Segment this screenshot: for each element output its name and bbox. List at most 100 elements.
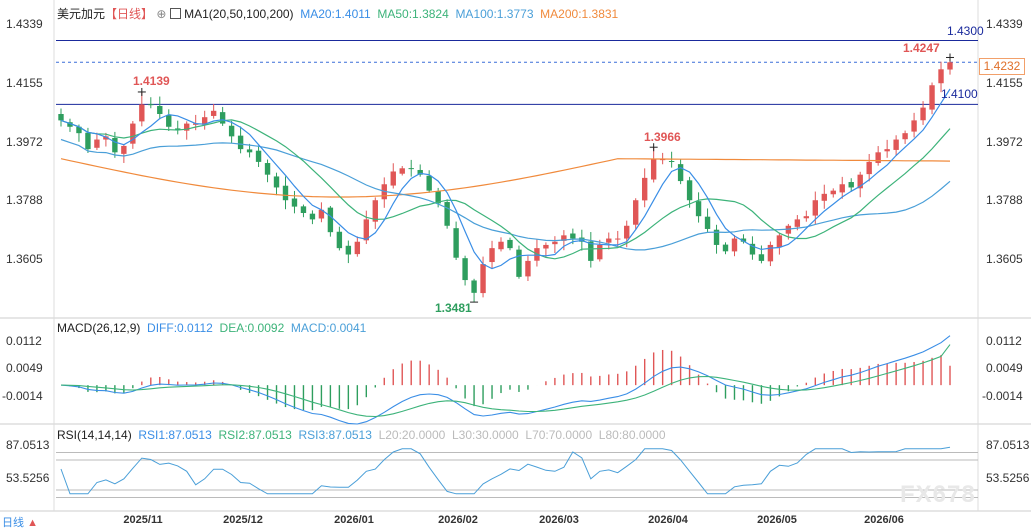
candle-body — [372, 200, 378, 222]
recent-high-label: 1.4247 — [903, 41, 940, 55]
price-axis-left-2: 1.3972 — [6, 135, 43, 149]
candle-body — [480, 264, 486, 294]
candle-body — [453, 228, 459, 258]
candle-body — [606, 238, 612, 243]
ma100-readout: MA100:1.3773 — [455, 7, 534, 21]
candle-body — [731, 238, 738, 252]
candle-body — [677, 164, 684, 182]
candle-body — [237, 135, 244, 150]
candle-body — [848, 182, 854, 188]
watermark: FX678 — [900, 481, 976, 508]
price-axis-left-0: 1.4339 — [6, 17, 43, 31]
candle-body — [641, 177, 648, 201]
candle-body — [839, 184, 845, 193]
macd-axis-right-1: 0.0049 — [986, 361, 1023, 375]
candle-body — [749, 243, 756, 255]
candle-body — [103, 136, 109, 140]
candle-body — [543, 244, 549, 249]
price-axis-left-1: 1.4155 — [6, 76, 43, 90]
candle-body — [668, 161, 675, 163]
price-axis-right-0: 1.4339 — [986, 17, 1023, 31]
current-price-tag: 1.4232 — [979, 58, 1025, 75]
rsi-l70: L70:70.0000 — [525, 428, 593, 442]
candle-body — [58, 114, 64, 121]
candle-body — [408, 168, 414, 170]
candle-body — [85, 132, 91, 150]
candle-body — [821, 193, 827, 201]
candle-body — [471, 280, 477, 293]
rsi-params[interactable]: RSI(14,14,14) — [57, 428, 132, 442]
candle-body — [893, 139, 899, 150]
candle-body — [435, 191, 441, 204]
candle-body — [273, 176, 280, 188]
candle-body — [803, 216, 810, 219]
candle-body — [94, 139, 100, 148]
x-axis-label: 2026/03 — [539, 514, 579, 526]
candle-body — [866, 161, 872, 175]
rsi-axis-left-0: 87.0513 — [6, 438, 50, 452]
macd-axis-right-0: 0.0112 — [986, 334, 1022, 348]
rsi-l20: L20:20.0000 — [378, 428, 446, 442]
x-axis-label: 2025/12 — [223, 514, 263, 526]
candle-body — [354, 241, 361, 255]
ma20-line — [60, 88, 951, 270]
x-axis-label: 2026/01 — [334, 514, 374, 526]
ma20-readout: MA20:1.4011 — [300, 7, 371, 21]
macd-diff-line — [60, 335, 951, 425]
candle-body — [525, 260, 531, 277]
candle-body — [740, 238, 747, 242]
candle-body — [812, 200, 818, 216]
candle-body — [579, 237, 585, 242]
candle-body — [139, 104, 145, 122]
candle-body — [201, 117, 208, 125]
rsi-axis-right-1: 53.5256 — [986, 471, 1030, 485]
candle-body — [444, 202, 450, 226]
macd-params[interactable]: MACD(26,12,9) — [57, 321, 141, 335]
candle-body — [166, 115, 172, 127]
candle-body — [767, 244, 774, 262]
candle-body — [911, 120, 917, 132]
macd-axis-left-1: 0.0049 — [6, 361, 43, 375]
checkbox-icon[interactable] — [169, 8, 181, 19]
candle-body — [282, 185, 289, 201]
candle-body — [130, 123, 136, 144]
ma50-line — [60, 119, 951, 260]
candle-body — [758, 254, 765, 261]
nov-high-label: 1.4139 — [133, 74, 170, 88]
candle-body — [857, 174, 863, 189]
zoom-icon[interactable]: ⊕ — [156, 7, 167, 21]
main-header: 美元加元【日线】 ⊕ MA1(20,50,100,200) MA20:1.401… — [57, 5, 618, 22]
period-footer[interactable]: 日线 ▲ — [2, 517, 38, 529]
rsi2-readout: RSI2:87.0513 — [218, 428, 292, 442]
macd-axis-right-2: -0.0014 — [982, 389, 1023, 403]
candle-body — [264, 163, 271, 175]
rsi-header: RSI(14,14,14) RSI1:87.0513 RSI2:87.0513 … — [57, 428, 666, 442]
candle-body — [246, 149, 253, 153]
price-axis-right-2: 1.3972 — [986, 135, 1023, 149]
feb-low-label: 1.3481 — [435, 301, 472, 315]
rsi-axis-left-1: 53.5256 — [6, 471, 50, 485]
candle-body — [210, 110, 217, 116]
candle-body — [920, 107, 926, 121]
x-axis-label: 2026/06 — [864, 514, 904, 526]
candle-body — [417, 169, 423, 175]
candle-body — [318, 209, 325, 219]
candle-body — [588, 241, 594, 261]
candle-body — [300, 206, 307, 213]
level-1.43-label: 1.4300 — [947, 24, 984, 38]
ma-settings-label[interactable]: MA1(20,50,100,200) — [184, 7, 294, 21]
candle-body — [489, 248, 495, 263]
candle-body — [516, 249, 522, 277]
ma50-readout: MA50:1.3824 — [377, 7, 449, 21]
candle-body — [884, 149, 890, 152]
candle-body — [228, 125, 235, 137]
x-axis-label: 2026/04 — [648, 514, 688, 526]
candle-body — [929, 85, 935, 110]
macd-dea: DEA:0.0092 — [219, 321, 285, 335]
period-label[interactable]: 【日线】 — [105, 7, 154, 21]
candle-body — [561, 235, 567, 241]
symbol-label: 美元加元 — [57, 7, 106, 21]
candle-body — [121, 145, 127, 154]
price-axis-right-4: 1.3605 — [986, 252, 1023, 266]
macd-diff: DIFF:0.0112 — [147, 321, 213, 335]
